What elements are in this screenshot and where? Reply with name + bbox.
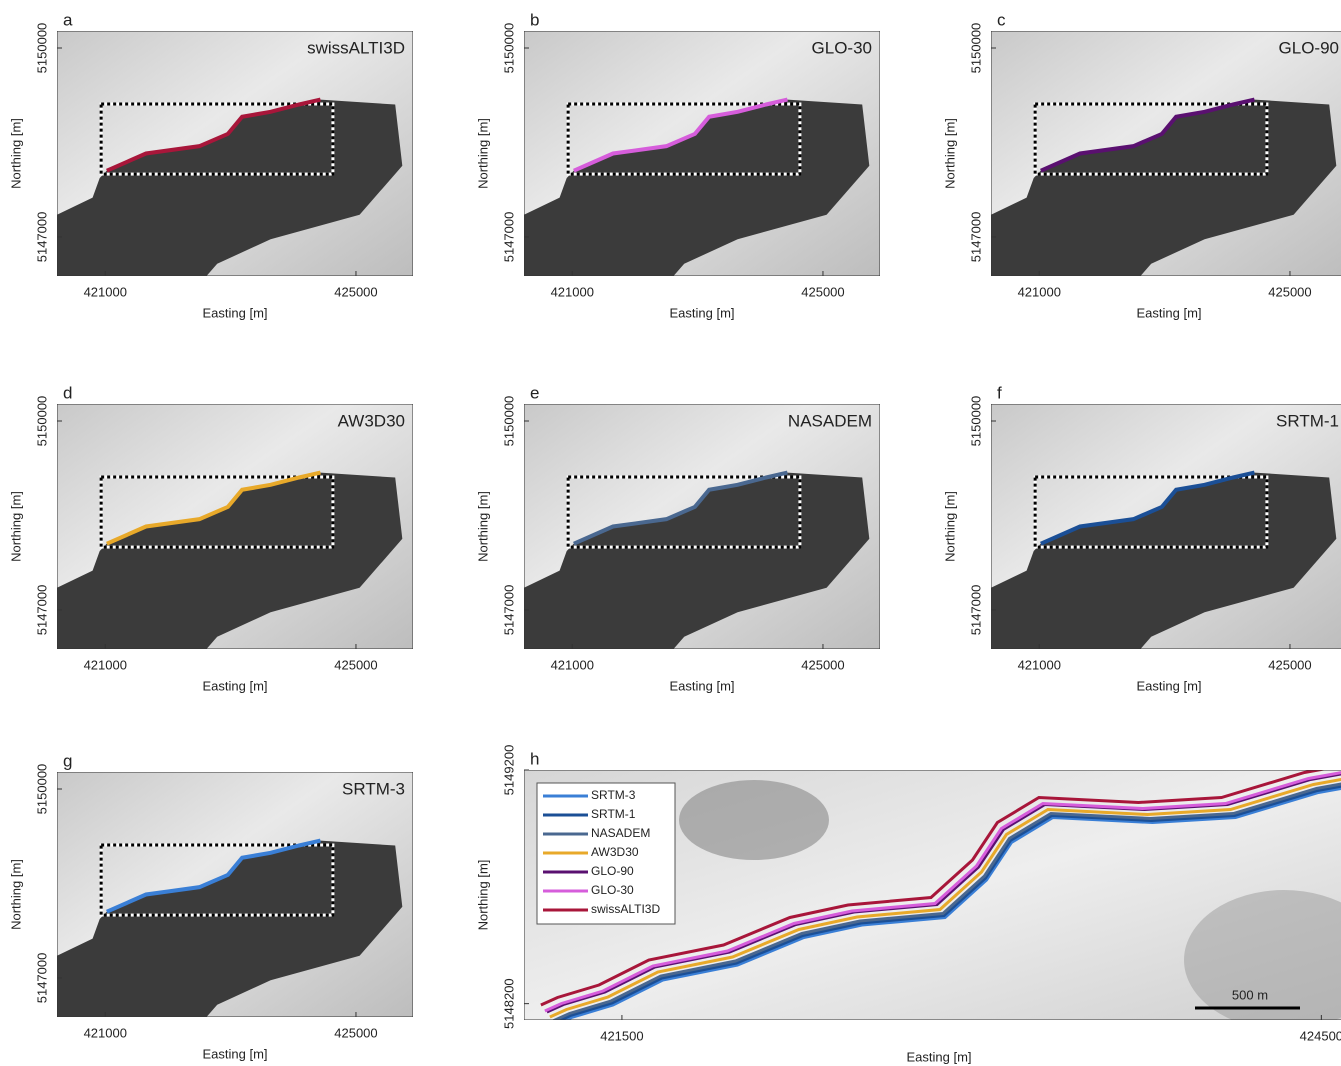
panel-title: AW3D30 [338,411,405,430]
x-tick-label: 421000 [84,1025,127,1040]
x-axis-label: Easting [m] [202,678,267,693]
panel-title: SRTM-3 [342,779,405,798]
y-tick-label: 5147000 [34,212,49,263]
legend: SRTM-3 SRTM-1 NASADEM AW3D30 GLO-90 GLO-30 swi… [537,783,675,924]
legend-label: swissALTI3D [591,902,660,916]
panel-letter: g [63,751,72,770]
y-tick-label: 5150000 [34,396,49,447]
x-tick-label: 421500 [600,1028,643,1043]
y-tick-label: 5147000 [968,585,983,636]
x-axis-label: Easting [m] [1136,678,1201,693]
x-tick-label: 425000 [1268,284,1311,299]
y-tick-label: 5147000 [968,212,983,263]
y-tick-label: 5150000 [34,764,49,815]
y-axis-label: Northing [m] [475,118,490,189]
panel-letter: c [997,10,1006,29]
panel-title: NASADEM [788,411,872,430]
y-tick-label: 5147000 [501,585,516,636]
x-tick-label: 421000 [551,657,594,672]
panel-title: GLO-30 [812,38,872,57]
y-axis-label: Northing [m] [8,859,23,930]
x-tick-label: 425000 [334,284,377,299]
legend-label: GLO-90 [591,864,634,878]
y-axis-label: Northing [m] [942,118,957,189]
panel-letter: e [530,383,539,402]
legend-label: NASADEM [591,826,650,840]
y-tick-label: 5147000 [34,953,49,1004]
legend-label: SRTM-1 [591,807,636,821]
legend-label: AW3D30 [591,845,639,859]
y-tick-label: 5150000 [968,396,983,447]
x-tick-label: 424500 [1300,1028,1341,1043]
overview-map: 500 m SRTM-3 SRTM-1 NASADEM AW3D30 GLO-90 GLO-… [524,765,1341,1030]
map-panel: GLO-90 [991,31,1341,276]
x-axis-label: Easting [m] [1136,305,1201,320]
map-panel: swissALTI3D [57,31,413,276]
y-tick-label: 5150000 [501,396,516,447]
y-tick-label: 5149200 [501,745,516,796]
x-axis-label: Easting [m] [202,305,267,320]
x-tick-label: 425000 [334,657,377,672]
legend-label: GLO-30 [591,883,634,897]
map-panel: SRTM-3 [57,772,413,1017]
x-tick-label: 425000 [334,1025,377,1040]
x-tick-label: 421000 [1018,657,1061,672]
x-tick-label: 421000 [551,284,594,299]
y-tick-label: 5147000 [34,585,49,636]
panel-letter: h [530,749,539,768]
x-tick-label: 421000 [84,284,127,299]
x-tick-label: 425000 [1268,657,1311,672]
y-axis-label: Northing [m] [942,491,957,562]
figure: swissALTI3D 421000 425000 5147000 5150000 Eas… [0,0,1341,1066]
x-tick-label: 425000 [801,284,844,299]
x-axis-label: Easting [m] [669,305,734,320]
panel-letter: a [63,10,73,29]
map-panel: GLO-30 [524,31,880,276]
x-tick-label: 421000 [1018,284,1061,299]
x-tick-label: 421000 [84,657,127,672]
y-axis-label: Northing [m] [475,491,490,562]
panel-letter: b [530,10,539,29]
y-tick-label: 5147000 [501,212,516,263]
x-axis-label: Easting [m] [202,1046,267,1061]
y-tick-label: 5150000 [34,23,49,74]
page: swissALTI3D 421000 425000 5147000 5150000 Eas… [0,0,1341,1066]
panel-title: swissALTI3D [307,38,405,57]
legend-label: SRTM-3 [591,788,636,802]
map-panel: NASADEM [524,404,880,649]
y-axis-label: Northing [m] [475,860,490,931]
panel-title: SRTM-1 [1276,411,1339,430]
y-tick-label: 5150000 [501,23,516,74]
panel-title: GLO-90 [1279,38,1339,57]
panel-letter: f [997,383,1002,402]
panel-letter: d [63,383,72,402]
y-tick-label: 5150000 [968,23,983,74]
ridge [679,780,829,860]
scale-bar-label: 500 m [1232,987,1268,1002]
x-tick-label: 425000 [801,657,844,672]
x-axis-label: Easting [m] [669,678,734,693]
y-tick-label: 5148200 [501,978,516,1029]
map-panel: AW3D30 [57,404,413,649]
y-axis-label: Northing [m] [8,491,23,562]
y-axis-label: Northing [m] [8,118,23,189]
map-panel: SRTM-1 [991,404,1341,649]
x-axis-label: Easting [m] [906,1049,971,1064]
